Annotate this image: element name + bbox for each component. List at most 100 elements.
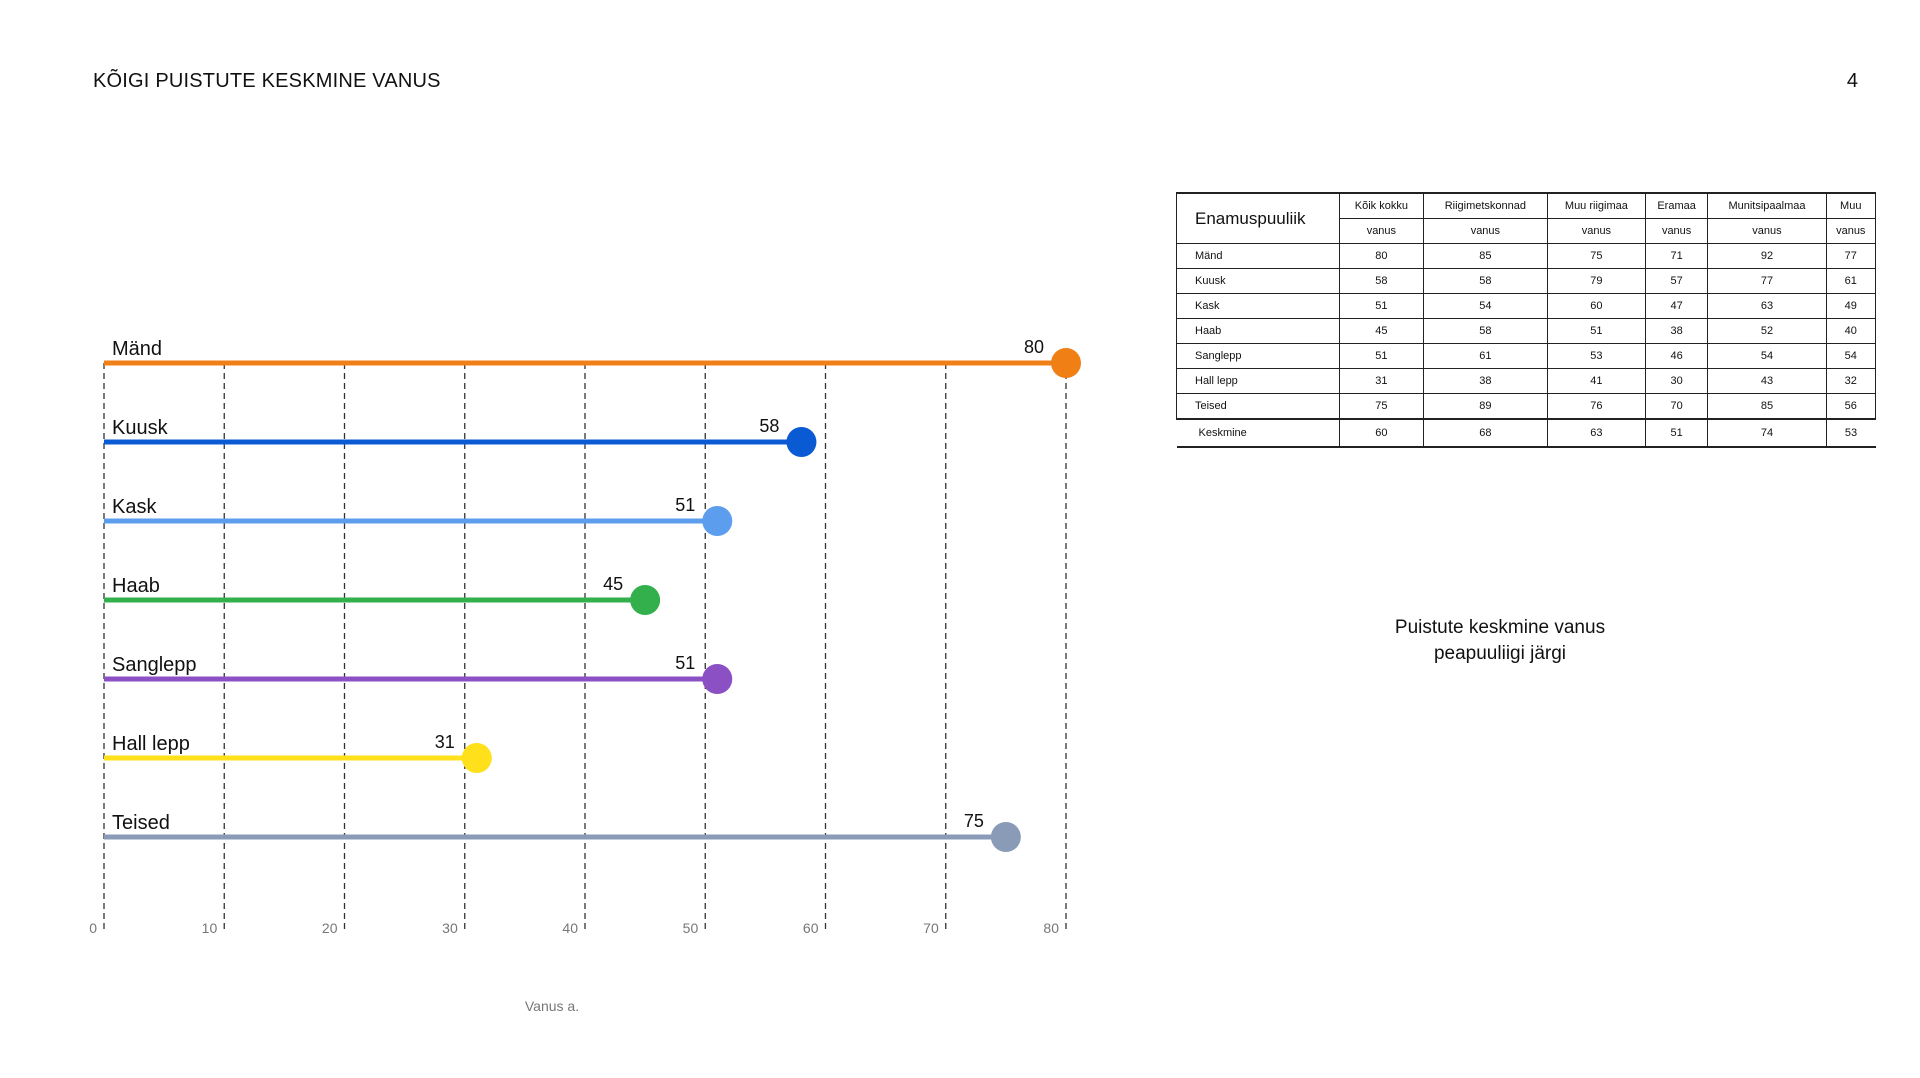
value-label-haab: 45 bbox=[603, 574, 623, 594]
table-col-subheader: vanus bbox=[1825, 218, 1877, 244]
table-cell: 70 bbox=[1644, 393, 1709, 420]
table-row: Haab 45 58 51 38 52 40 bbox=[1176, 318, 1877, 344]
caption-line-1: Puistute keskmine vanus bbox=[1394, 617, 1606, 638]
table-cell: 41 bbox=[1546, 368, 1646, 394]
chart-caption: Puistute keskmine vanus peapuuliigi järg… bbox=[1300, 615, 1700, 667]
value-label-hall-lepp: 31 bbox=[435, 732, 455, 752]
bar-end-dot-sanglepp bbox=[702, 664, 733, 694]
bar-label-sanglepp: Sanglepp bbox=[112, 654, 197, 676]
table-cell: 31 bbox=[1339, 368, 1424, 394]
table-cell: 54 bbox=[1707, 343, 1827, 369]
table-cell: 60 bbox=[1546, 293, 1646, 319]
x-tick-label-60: 60 bbox=[803, 920, 819, 936]
table-row: Kuusk 58 58 79 57 77 61 bbox=[1176, 268, 1877, 294]
x-tick-label-30: 30 bbox=[442, 920, 458, 936]
bar-end-dot-teised bbox=[990, 822, 1021, 852]
table-row: Teised 75 89 76 70 85 56 bbox=[1176, 393, 1877, 420]
table-col-subheader: vanus bbox=[1339, 218, 1424, 244]
table-cell: 79 bbox=[1546, 268, 1646, 294]
table-cell: 38 bbox=[1422, 368, 1548, 394]
table-col-header: Muu bbox=[1825, 192, 1877, 219]
table-cell: 54 bbox=[1422, 293, 1548, 319]
table-row-name: Kuusk bbox=[1176, 268, 1340, 294]
x-axis-title: Vanus a. bbox=[525, 998, 579, 1014]
table-cell: 74 bbox=[1707, 418, 1827, 448]
table-cell: 51 bbox=[1339, 293, 1424, 319]
table-col-subheader: vanus bbox=[1707, 218, 1827, 244]
table-col-subheader: vanus bbox=[1422, 218, 1548, 244]
page-title: KÕIGI PUISTUTE KESKMINE VANUS bbox=[93, 70, 441, 92]
table-col-header: Eramaa bbox=[1644, 192, 1709, 219]
table-cell: 49 bbox=[1825, 293, 1877, 319]
table-col-subheader: vanus bbox=[1644, 218, 1709, 244]
value-label-teised: 75 bbox=[964, 811, 984, 831]
table-cell: 75 bbox=[1339, 393, 1424, 420]
table-cell: 32 bbox=[1825, 368, 1877, 394]
table-cell: 68 bbox=[1422, 418, 1548, 448]
x-tick-label-70: 70 bbox=[923, 920, 939, 936]
x-tick-label-50: 50 bbox=[683, 920, 699, 936]
x-tick-label-0: 0 bbox=[89, 920, 97, 936]
table-cell: 56 bbox=[1825, 393, 1877, 420]
x-tick-label-10: 10 bbox=[202, 920, 218, 936]
table-cell: 75 bbox=[1546, 243, 1646, 269]
bar-label-hall-lepp: Hall lepp bbox=[112, 733, 190, 755]
table-cell: 53 bbox=[1546, 343, 1646, 369]
value-label-sanglepp: 51 bbox=[675, 653, 695, 673]
page-number: 4 bbox=[1846, 70, 1858, 92]
bar-label-haab: Haab bbox=[112, 575, 160, 597]
table-cell: 58 bbox=[1339, 268, 1424, 294]
bar-label-mand: Mänd bbox=[112, 338, 162, 360]
table-cell: 71 bbox=[1644, 243, 1709, 269]
value-label-mand: 80 bbox=[1024, 337, 1044, 357]
value-label-kuusk: 58 bbox=[759, 416, 779, 436]
table-row: Sanglepp 51 61 53 46 54 54 bbox=[1176, 343, 1877, 369]
table-cell: 85 bbox=[1422, 243, 1548, 269]
table-cell: 47 bbox=[1644, 293, 1709, 319]
table-cell: 52 bbox=[1707, 318, 1827, 344]
table-row: Mänd 80 85 75 71 92 77 bbox=[1176, 243, 1877, 269]
table-cell: 45 bbox=[1339, 318, 1424, 344]
bar-label-teised: Teised bbox=[112, 812, 170, 834]
table-body: Mänd 80 85 75 71 92 77 Kuusk 58 58 79 57 77 61 Kask 51 5… bbox=[1176, 243, 1877, 448]
table-row-name: Kask bbox=[1176, 293, 1340, 319]
table-col-header: Muu riigimaa bbox=[1546, 192, 1646, 219]
table-col-header: Riigimetskonnad bbox=[1422, 192, 1548, 219]
table-col-header: Munitsipaalmaa bbox=[1707, 192, 1827, 219]
table-row-name: Teised bbox=[1176, 393, 1340, 420]
table-cell: 54 bbox=[1825, 343, 1877, 369]
table-cell: 76 bbox=[1546, 393, 1646, 420]
table-cell: 85 bbox=[1707, 393, 1827, 420]
x-tick-label-40: 40 bbox=[562, 920, 578, 936]
x-tick-label-80: 80 bbox=[1043, 920, 1059, 936]
table-cell: 51 bbox=[1339, 343, 1424, 369]
value-label-kask: 51 bbox=[675, 495, 695, 515]
table-col-header: Kõik kokku bbox=[1339, 192, 1424, 219]
table-cell: 92 bbox=[1707, 243, 1827, 269]
table-cell: 30 bbox=[1644, 368, 1709, 394]
table-row-name: Sanglepp bbox=[1176, 343, 1340, 369]
table-cell: 77 bbox=[1707, 268, 1827, 294]
table-cell: 53 bbox=[1825, 418, 1876, 448]
caption-line-2: peapuuliigi järgi bbox=[1433, 643, 1567, 664]
table-total-row: Keskmine 60 68 63 51 74 53 bbox=[1176, 418, 1876, 448]
table-cell: 58 bbox=[1422, 318, 1548, 344]
bar-end-dot-mand bbox=[1051, 348, 1081, 378]
table-cell: 63 bbox=[1546, 418, 1646, 448]
table-cell: 61 bbox=[1422, 343, 1548, 369]
bar-end-dot-kask bbox=[702, 506, 733, 536]
age-table: Enamuspuuliik Kõik kokku Riigimetskonnad M… bbox=[1176, 192, 1877, 448]
table-cell: 46 bbox=[1644, 343, 1709, 369]
table-row: Hall lepp 31 38 41 30 43 32 bbox=[1176, 368, 1877, 394]
table-cell: 63 bbox=[1707, 293, 1827, 319]
table-cell: 38 bbox=[1644, 318, 1709, 344]
table-row-name: Haab bbox=[1176, 318, 1340, 344]
table-cell: 60 bbox=[1339, 418, 1424, 448]
bar-label-kuusk: Kuusk bbox=[112, 417, 169, 439]
bar-label-kask: Kask bbox=[112, 496, 157, 518]
bar-end-dot-haab bbox=[630, 585, 661, 615]
table-cell: 43 bbox=[1707, 368, 1827, 394]
table-cell: 80 bbox=[1339, 243, 1424, 269]
table-corner-header: Enamuspuuliik bbox=[1176, 192, 1340, 244]
bar-end-dot-kuusk bbox=[786, 427, 817, 457]
